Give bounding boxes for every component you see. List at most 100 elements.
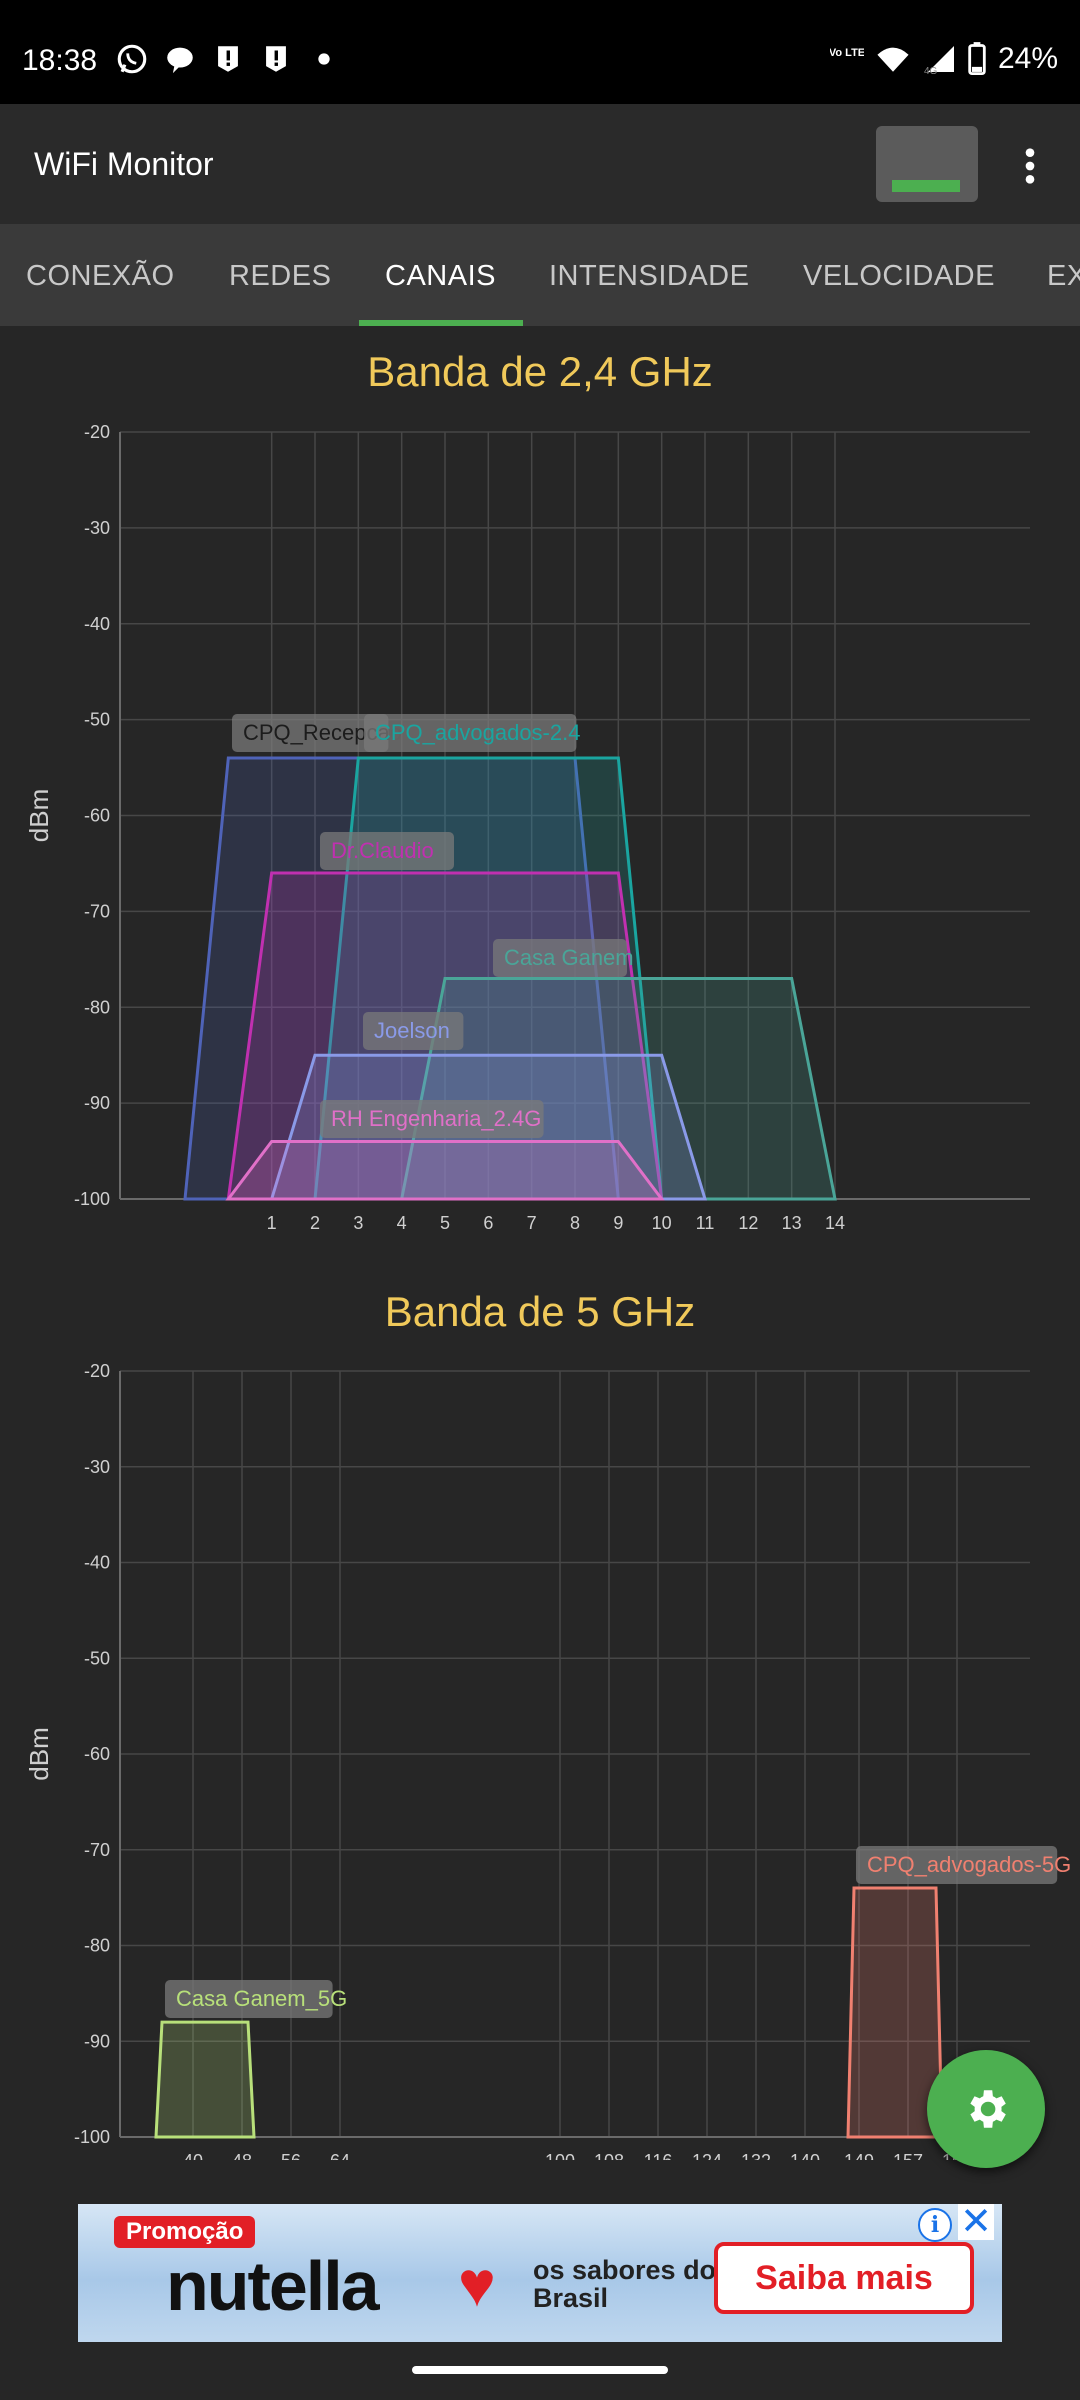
x-tick-label: 48	[232, 2151, 252, 2160]
x-tick-label: 157	[893, 2151, 923, 2160]
y-tick-label: -100	[74, 2127, 110, 2147]
chart-title-24ghz: Banda de 2,4 GHz	[367, 348, 713, 395]
network-label: Casa Ganem_5G	[176, 1986, 347, 2011]
signal-4g-icon: 4G	[924, 46, 954, 76]
alert-icon	[218, 46, 238, 72]
network-area	[154, 2020, 256, 2139]
x-tick-label: 149	[844, 2151, 874, 2160]
x-tick-label: 4	[397, 1213, 407, 1233]
x-tick-label: 56	[281, 2151, 301, 2160]
y-tick-label: -70	[84, 1840, 110, 1860]
network-label-bg	[165, 1980, 333, 2018]
gear-icon	[970, 2090, 1006, 2128]
y-tick-label: -100	[74, 1189, 110, 1209]
x-tick-label: 100	[545, 2151, 575, 2160]
navigation-bar	[0, 2342, 1080, 2400]
notification-icons	[115, 42, 341, 76]
network-label-bg	[232, 714, 389, 752]
x-tick-label: 140	[790, 2151, 820, 2160]
ad-content[interactable]: Promoção nutella ♥ os sabores do Brasil …	[78, 2204, 1002, 2342]
x-tick-label: 8	[570, 1213, 580, 1233]
tab-intensidade[interactable]: INTENSIDADE	[549, 260, 750, 292]
network-label: Joelson	[374, 1018, 450, 1043]
system-icons: Vo LTE 4G 24%	[830, 42, 1058, 76]
y-tick-label: -80	[84, 997, 110, 1017]
tab-redes[interactable]: REDES	[229, 260, 332, 292]
y-tick-label: -30	[84, 518, 110, 538]
tab-canais[interactable]: CANAIS	[385, 260, 496, 292]
app-title: WiFi Monitor	[34, 146, 214, 182]
x-tick-label: 2	[310, 1213, 320, 1233]
chat-bubble-icon	[167, 47, 193, 74]
app-bar: WiFi Monitor	[0, 104, 1080, 225]
x-tick-label: 40	[183, 2151, 203, 2160]
x-tick-label: 108	[594, 2151, 624, 2160]
y-tick-label: -30	[84, 1457, 110, 1477]
x-tick-label: 6	[483, 1213, 493, 1233]
x-tick-label: 1	[267, 1213, 277, 1233]
wifi-status-button[interactable]	[876, 126, 978, 202]
x-tick-label: 116	[644, 2151, 673, 2160]
network-label: Casa Ganem	[504, 945, 634, 970]
tab-extra[interactable]: EX	[1047, 260, 1080, 292]
network-label-bg	[493, 939, 627, 977]
ad-tagline: os sabores do Brasil	[533, 2255, 717, 2313]
y-tick-label: -50	[84, 1648, 110, 1668]
alert-icon	[266, 46, 286, 72]
x-tick-label: 11	[696, 1213, 715, 1233]
y-tick-label: -90	[84, 1093, 110, 1113]
ad-banner: Promoção nutella ♥ os sabores do Brasil …	[0, 2204, 1080, 2342]
chart-5ghz: -20 -30 -40 -50 -60 -70 -80 -90 -100 40 48 56 64 100 1…	[24, 1361, 1071, 2160]
settings-fab[interactable]	[927, 2050, 1045, 2168]
y-tick-label: -60	[84, 806, 110, 826]
y-tick-label: -20	[84, 1361, 110, 1381]
tab-active-indicator	[359, 320, 523, 326]
network-label: CPQ_advogados-2.4	[375, 720, 580, 745]
y-tick-label: -70	[84, 901, 110, 921]
more-vert-icon[interactable]	[1010, 146, 1050, 186]
chart-title-5ghz: Banda de 5 GHz	[384, 1288, 696, 1335]
wifi-icon	[877, 47, 909, 72]
x-tick-label: 124	[692, 2151, 722, 2160]
network-label: CPQ_advogados-5G	[867, 1852, 1071, 1877]
wifi-status-bar	[892, 180, 960, 192]
x-tick-label: 12	[738, 1213, 758, 1233]
y-axis-label: dBm	[24, 1727, 54, 1780]
x-tick-label: 10	[652, 1213, 672, 1233]
network-label-bg	[320, 1100, 544, 1138]
ad-brand: nutella	[166, 2247, 380, 2325]
x-tick-label: 9	[613, 1213, 623, 1233]
network-label-bg	[320, 832, 454, 870]
y-tick-label: -40	[84, 1553, 110, 1573]
x-tick-label: 3	[353, 1213, 363, 1233]
network-label: RH Engenharia_2.4G	[331, 1106, 541, 1131]
dot-icon	[318, 53, 330, 65]
x-tick-label: 14	[825, 1213, 845, 1233]
network-area	[225, 1139, 665, 1201]
info-icon[interactable]: i	[918, 2208, 952, 2242]
status-bar: 18:38 Vo LTE 4G 24%	[0, 0, 1080, 104]
network-label: 4G	[924, 66, 938, 76]
y-tick-label: -90	[84, 2031, 110, 2051]
home-gesture-handle[interactable]	[412, 2366, 668, 2374]
network-label-bg	[856, 1846, 1058, 1884]
x-tick-label: 7	[527, 1213, 537, 1233]
network-label-bg	[363, 1012, 464, 1050]
volte-icon: Vo LTE	[830, 47, 864, 59]
y-tick-label: -20	[84, 422, 110, 442]
y-tick-label: -60	[84, 1744, 110, 1764]
battery-level: 24%	[997, 42, 1058, 75]
network-label-bg	[364, 714, 577, 752]
status-time: 18:38	[22, 44, 98, 77]
x-tick-label: 5	[440, 1213, 450, 1233]
tab-velocidade[interactable]: VELOCIDADE	[803, 260, 995, 292]
ad-cta-button[interactable]: Saiba mais	[714, 2242, 974, 2314]
tab-conexao[interactable]: CONEXÃO	[26, 260, 175, 292]
close-icon[interactable]: ✕	[958, 2204, 994, 2241]
y-tick-label: -40	[84, 614, 110, 634]
network-area	[846, 1886, 944, 2139]
network-label: Dr.Claudio	[331, 838, 434, 863]
ad-badge: Promoção	[114, 2216, 256, 2248]
battery-icon	[968, 42, 986, 76]
